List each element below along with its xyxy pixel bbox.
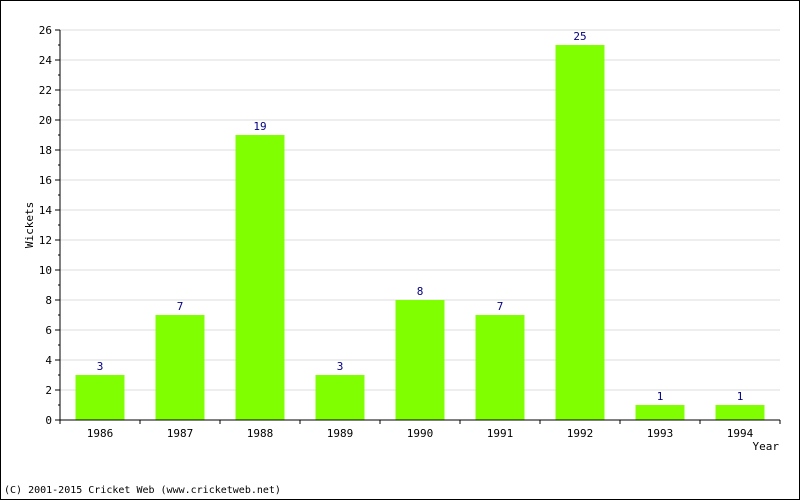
data-label: 19 bbox=[253, 120, 266, 133]
data-label: 3 bbox=[97, 360, 104, 373]
data-label: 3 bbox=[337, 360, 344, 373]
bar-1991 bbox=[475, 315, 525, 420]
x-tick-label: 1990 bbox=[407, 427, 434, 440]
x-tick-label: 1992 bbox=[567, 427, 594, 440]
y-tick-label: 4 bbox=[45, 354, 52, 367]
axes bbox=[55, 29, 781, 424]
bar-1994 bbox=[715, 405, 765, 420]
bar-1993 bbox=[635, 405, 685, 420]
data-label: 8 bbox=[417, 285, 424, 298]
bar-1988 bbox=[235, 135, 285, 420]
y-tick-label: 0 bbox=[45, 414, 52, 427]
data-label: 7 bbox=[497, 300, 504, 313]
y-tick-label: 14 bbox=[39, 204, 53, 217]
x-tick-label: 1994 bbox=[727, 427, 754, 440]
x-tick-label: 1991 bbox=[487, 427, 514, 440]
bar-1992 bbox=[555, 45, 605, 420]
x-tick-label: 1989 bbox=[327, 427, 354, 440]
data-label: 1 bbox=[657, 390, 664, 403]
y-tick-label: 18 bbox=[39, 144, 52, 157]
bar-1989 bbox=[315, 375, 365, 420]
x-tick-label: 1987 bbox=[167, 427, 194, 440]
bar-1986 bbox=[75, 375, 125, 420]
data-label: 1 bbox=[737, 390, 744, 403]
y-tick-label: 8 bbox=[45, 294, 52, 307]
y-axis-label: Wickets bbox=[23, 202, 36, 248]
y-tick-label: 10 bbox=[39, 264, 52, 277]
bars bbox=[75, 45, 765, 420]
data-label: 25 bbox=[573, 30, 586, 43]
y-tick-label: 22 bbox=[39, 84, 52, 97]
x-tick-label: 1986 bbox=[87, 427, 114, 440]
y-tick-label: 16 bbox=[39, 174, 52, 187]
y-tick-label: 26 bbox=[39, 24, 52, 37]
y-tick-label: 6 bbox=[45, 324, 52, 337]
bar-1990 bbox=[395, 300, 445, 420]
copyright-footer: (C) 2001-2015 Cricket Web (www.cricketwe… bbox=[4, 485, 281, 496]
x-tick-label: 1993 bbox=[647, 427, 674, 440]
x-axis-label: Year bbox=[753, 440, 780, 453]
data-label: 7 bbox=[177, 300, 184, 313]
y-tick-label: 24 bbox=[39, 54, 53, 67]
x-tick-label: 1988 bbox=[247, 427, 274, 440]
y-tick-label: 20 bbox=[39, 114, 52, 127]
y-tick-label: 2 bbox=[45, 384, 52, 397]
bar-1987 bbox=[155, 315, 205, 420]
y-tick-label: 12 bbox=[39, 234, 52, 247]
